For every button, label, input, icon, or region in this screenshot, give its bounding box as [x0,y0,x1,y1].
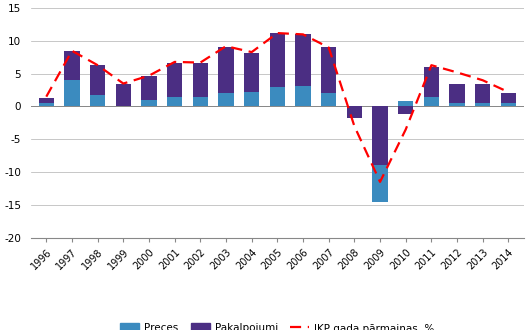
Bar [218,93,234,107]
Bar [270,87,285,107]
Bar [167,97,182,107]
Bar [475,83,491,103]
Bar [64,51,80,80]
Bar [475,103,491,107]
Bar [116,83,131,107]
Bar [398,101,413,107]
Bar [167,63,182,97]
Bar [142,76,157,100]
Bar [372,165,388,202]
Bar [321,48,336,93]
Bar [347,107,362,118]
Bar [244,92,259,107]
Bar [295,85,311,107]
Bar [501,103,516,107]
Bar [90,95,106,107]
Bar [39,98,54,103]
Bar [321,93,336,107]
Bar [193,97,208,107]
Bar [218,48,234,93]
Bar [90,65,106,95]
Bar [295,34,311,85]
Bar [398,107,413,115]
Bar [449,83,465,103]
Bar [423,67,439,97]
Bar [449,103,465,107]
Bar [372,107,388,165]
Bar [193,63,208,97]
Bar [501,93,516,103]
Bar [39,103,54,107]
Bar [270,33,285,87]
Bar [64,80,80,107]
Bar [244,53,259,92]
Legend: Preces, Pakalpojumi, IKP gada pārmaiņas, %: Preces, Pakalpojumi, IKP gada pārmaiņas,… [116,319,439,330]
Bar [142,100,157,107]
Bar [423,97,439,107]
